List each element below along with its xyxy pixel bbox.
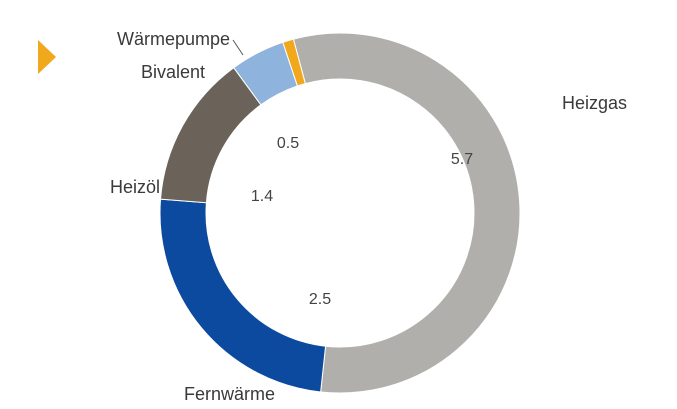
category-label: Heizöl [110,177,160,197]
value-label: 2.5 [309,291,331,308]
category-label: Wärmepumpe [117,29,230,49]
marker-triangle [38,40,56,74]
value-label: 0.5 [277,135,299,152]
donut-slice [282,38,306,87]
donut-slice [292,32,521,394]
value-label: 1.4 [251,188,273,205]
category-label: Bivalent [141,62,205,82]
leader-line [232,39,244,56]
donut-slice [159,198,327,393]
category-label: Fernwärme [184,384,275,404]
donut-slice [159,67,262,204]
value-label: 5.7 [451,151,473,168]
category-label: Heizgas [562,93,627,113]
